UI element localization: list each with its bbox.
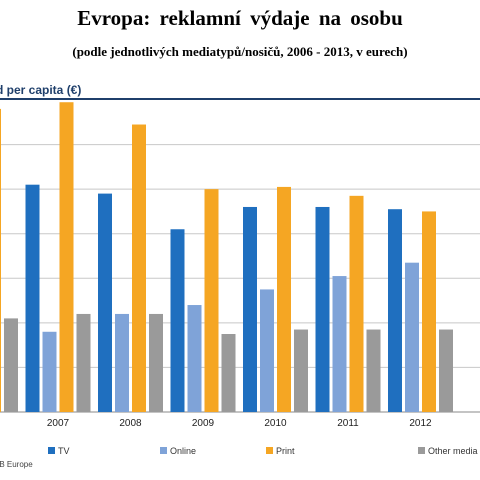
x-tick-label: 2011 bbox=[337, 418, 359, 429]
bar-online-2008 bbox=[115, 313, 129, 412]
legend-swatch bbox=[418, 447, 425, 454]
legend-label: Online bbox=[170, 446, 196, 456]
x-tick-label: 2012 bbox=[409, 418, 432, 429]
chart-caption: d per capita (€) bbox=[0, 83, 82, 97]
legend-label: TV bbox=[58, 446, 70, 456]
legend-label: Other media bbox=[428, 446, 478, 456]
bar-online-2012 bbox=[405, 262, 419, 412]
x-tick-label: 2008 bbox=[119, 418, 142, 429]
bar-tv-2008 bbox=[98, 193, 112, 412]
bar-tv-2011 bbox=[315, 206, 330, 412]
page-subtitle: (podle jednotlivých mediatypů/nosičů, 20… bbox=[72, 44, 408, 59]
bar-tv-2007 bbox=[25, 184, 40, 412]
bar-other-media-2007 bbox=[76, 313, 91, 412]
bar-print-2012 bbox=[422, 211, 436, 412]
bar-print-2006 bbox=[0, 108, 1, 413]
bar-online-2010 bbox=[260, 289, 274, 412]
page-title: Evropa: reklamní výdaje na osobu bbox=[77, 6, 403, 30]
legend: TV Online Print Other media bbox=[48, 446, 478, 456]
bar-tv-2009 bbox=[170, 229, 185, 412]
bar-other-media-2008 bbox=[149, 313, 163, 412]
legend-label: Print bbox=[276, 446, 295, 456]
bar-print-2011 bbox=[349, 195, 364, 412]
bar-print-2007 bbox=[59, 102, 74, 412]
bar-tv-2010 bbox=[243, 206, 257, 412]
bar-print-2009 bbox=[204, 189, 219, 412]
caption-rule bbox=[0, 98, 480, 100]
source-note: AB Europe bbox=[0, 460, 33, 469]
legend-swatch bbox=[160, 447, 167, 454]
bar-online-2009 bbox=[187, 305, 202, 412]
bars bbox=[0, 102, 453, 413]
bar-other-media-2011 bbox=[366, 329, 381, 412]
legend-swatch bbox=[266, 447, 273, 454]
bar-online-2007 bbox=[42, 331, 57, 412]
bar-other-media-2009 bbox=[221, 334, 236, 412]
bar-print-2010 bbox=[277, 186, 291, 412]
x-tick-label: 2010 bbox=[264, 418, 287, 429]
legend-swatch bbox=[48, 447, 55, 454]
x-tick-labels: 2006200720082009201020112012 bbox=[47, 418, 432, 429]
bar-other-media-2012 bbox=[439, 329, 453, 412]
x-tick-label: 2009 bbox=[192, 418, 215, 429]
bar-tv-2012 bbox=[388, 209, 402, 412]
bar-other-media-2006 bbox=[4, 318, 18, 412]
bar-print-2008 bbox=[132, 124, 146, 412]
x-tick-label: 2007 bbox=[47, 418, 70, 429]
bar-other-media-2010 bbox=[294, 329, 308, 412]
bar-online-2011 bbox=[332, 276, 347, 412]
